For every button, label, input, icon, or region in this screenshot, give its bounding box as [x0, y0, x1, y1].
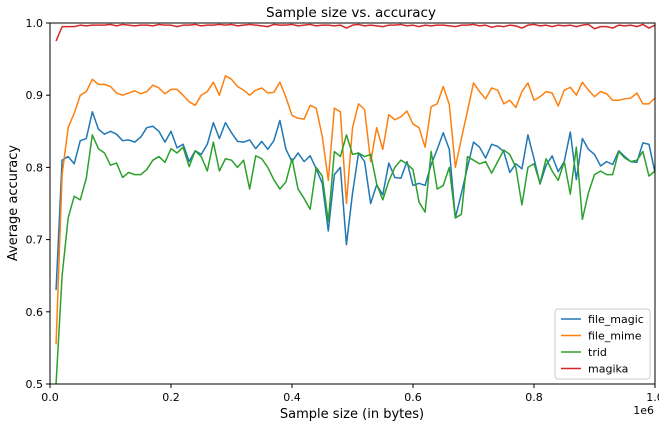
y-tick-label: 0.8	[26, 161, 44, 174]
series-line-file_magic	[55, 111, 655, 291]
legend-label-file_mime: file_mime	[588, 330, 642, 343]
y-tick-label: 1.0	[26, 17, 44, 30]
axes: 0.0 0.2 0.4 0.6 0.8 1.0 0.5 0.6 0.7 0.8 0.9 1.0	[26, 17, 659, 404]
x-axis-label: Sample size (in bytes)	[280, 407, 424, 422]
x-tick-label: 0.8	[525, 391, 543, 404]
y-axis-label: Average accuracy	[6, 145, 21, 261]
series-line-trid	[55, 134, 655, 384]
x-tick-label: 1.0	[646, 391, 659, 404]
x-tick-label: 0.2	[162, 391, 180, 404]
x-tick-label: 0.6	[404, 391, 422, 404]
x-offset-label: 1e6	[633, 404, 654, 417]
x-tick-label: 0.0	[41, 391, 59, 404]
legend-label-trid: trid	[588, 346, 607, 359]
series-line-file_mime	[55, 74, 655, 345]
series-line-magika	[55, 23, 655, 42]
legend-label-magika: magika	[588, 363, 628, 376]
y-tick-label: 0.9	[26, 89, 44, 102]
y-tick-label: 0.6	[26, 306, 44, 319]
plot-area	[55, 23, 655, 384]
y-tick-label: 0.5	[26, 378, 44, 391]
chart-title: Sample size vs. accuracy	[266, 5, 436, 21]
x-tick-label: 0.4	[283, 391, 301, 404]
legend-box	[554, 308, 651, 380]
plot-frame	[49, 22, 656, 385]
legend-label-file_magic: file_magic	[588, 313, 644, 326]
y-tick-label: 0.7	[26, 234, 44, 247]
